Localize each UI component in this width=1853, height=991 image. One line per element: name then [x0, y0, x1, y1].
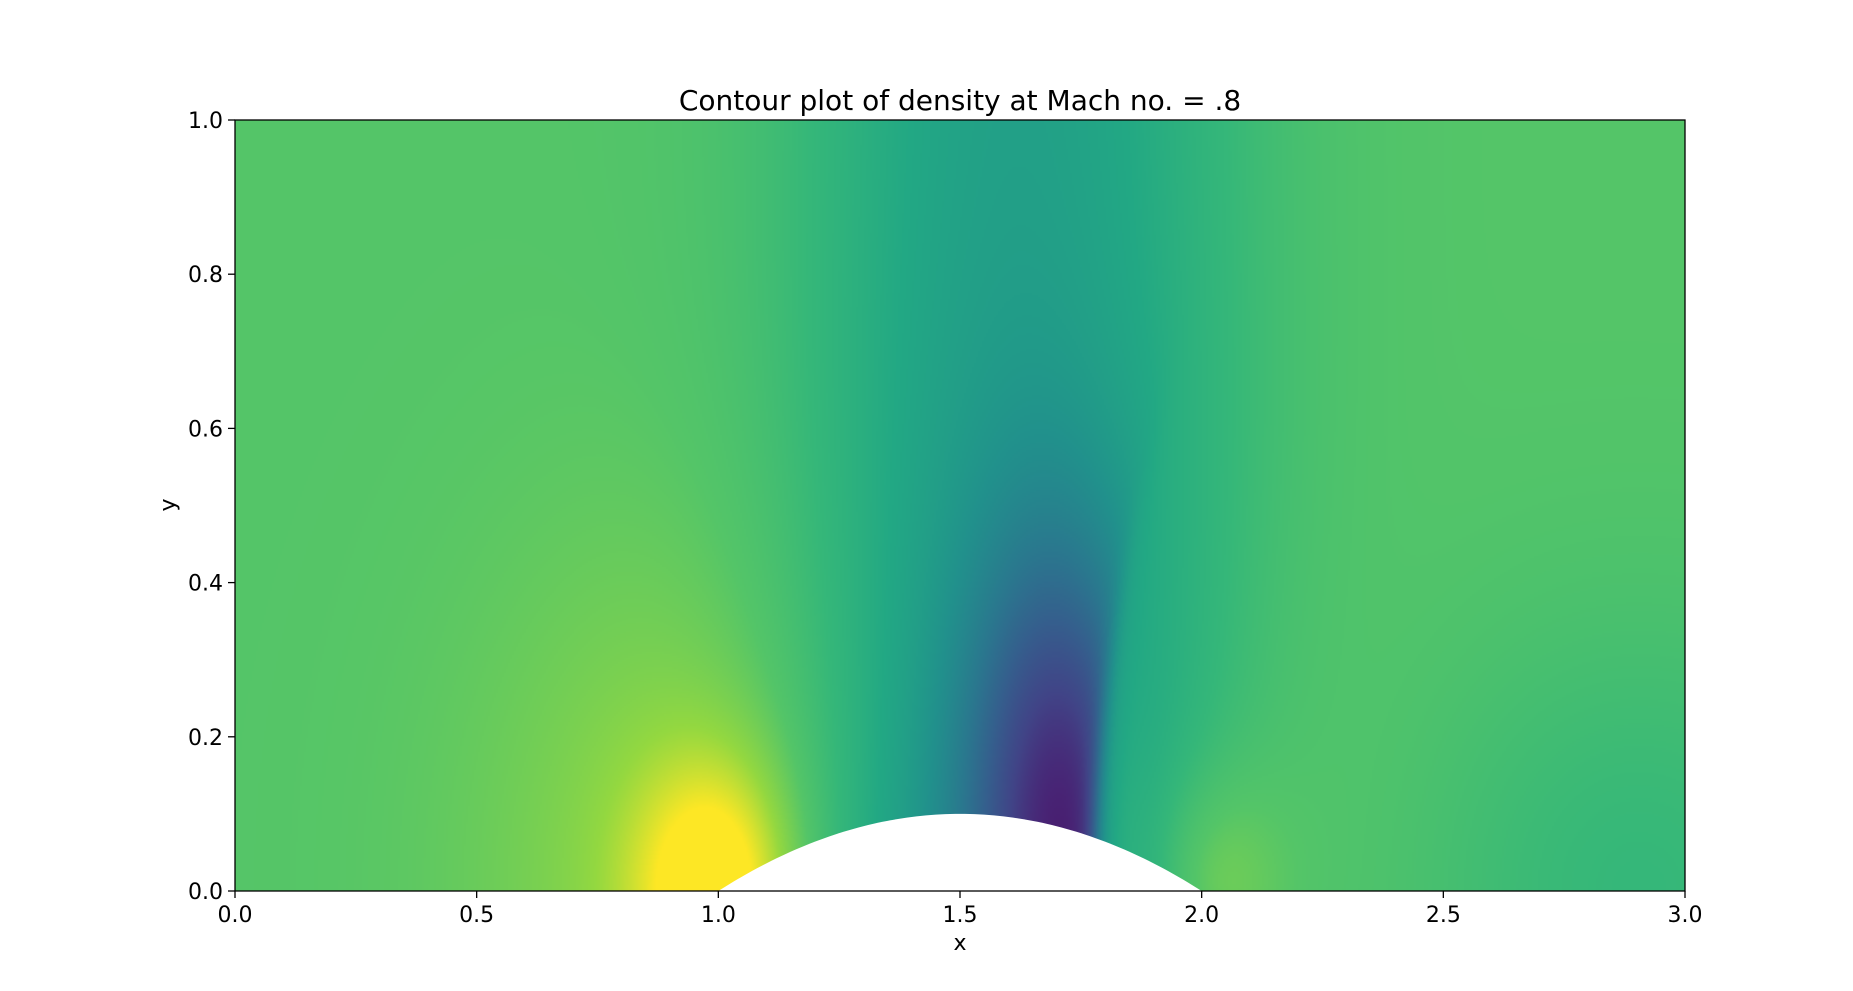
y-tick-label: 0.0 — [188, 880, 223, 905]
y-tick-label: 0.8 — [188, 263, 223, 288]
x-axis: 0.0 0.5 1.0 1.5 2.0 2.5 3.0 — [218, 891, 1703, 928]
x-tick-label: 2.0 — [1184, 903, 1219, 928]
x-tick-label: 2.5 — [1426, 903, 1461, 928]
y-axis: 0.0 0.2 0.4 0.6 0.8 1.0 — [188, 109, 235, 905]
y-axis-label: y — [156, 498, 181, 511]
y-tick-label: 0.6 — [188, 417, 223, 442]
x-tick-label: 3.0 — [1668, 903, 1703, 928]
x-tick-label: 1.0 — [701, 903, 736, 928]
x-tick-label: 1.5 — [943, 903, 978, 928]
chart-title: Contour plot of density at Mach no. = .8 — [679, 84, 1241, 117]
density-field — [235, 120, 1685, 891]
x-tick-label: 0.5 — [459, 903, 494, 928]
y-tick-label: 0.2 — [188, 726, 223, 751]
y-tick-label: 1.0 — [188, 109, 223, 134]
x-tick-label: 0.0 — [218, 903, 253, 928]
bump-obstacle — [718, 813, 1202, 891]
y-tick-label: 0.4 — [188, 572, 223, 597]
plot-area — [235, 120, 1685, 891]
x-axis-label: x — [953, 931, 966, 956]
